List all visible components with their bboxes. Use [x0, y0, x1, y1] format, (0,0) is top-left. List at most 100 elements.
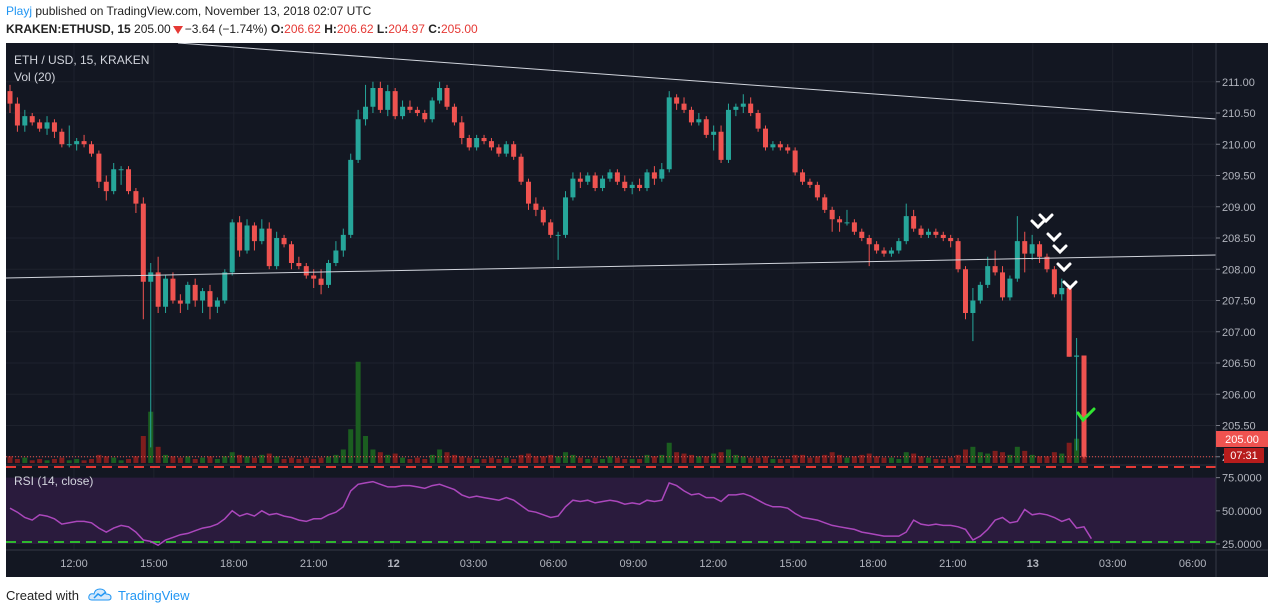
candle-body	[481, 138, 487, 142]
volume-bar	[770, 458, 776, 463]
volume-bar	[644, 454, 650, 463]
chart-area[interactable]: 211.00 210.50 210.00 209.50 209.00 208.50 208.…	[6, 43, 1268, 577]
candle-body	[555, 234, 561, 236]
volume-bar	[822, 454, 828, 463]
candlesticks	[7, 81, 1087, 459]
candle-body	[940, 234, 946, 238]
volume-bar	[251, 457, 257, 463]
volume-bar	[533, 456, 539, 463]
time-tick-label: 06:00	[1179, 558, 1207, 570]
candle-body	[837, 219, 843, 223]
sell-arrow-icon	[1038, 213, 1054, 224]
tradingview-link[interactable]: TradingView	[118, 588, 190, 603]
price-tick-label: 211.00	[1222, 77, 1255, 89]
candle-body	[355, 119, 361, 160]
candle-body	[874, 244, 880, 251]
drawn-lines	[6, 43, 1217, 543]
volume-bar	[888, 457, 894, 463]
candle-body	[1022, 241, 1028, 254]
price-chart[interactable]: 211.00 210.50 210.00 209.50 209.00 208.50 208.…	[6, 43, 1268, 577]
volume-bar	[111, 457, 117, 463]
time-tick-label: 12:00	[699, 558, 727, 570]
volume-bar	[37, 458, 43, 463]
volume-bar	[851, 456, 857, 463]
candle-body	[237, 222, 243, 251]
candle-body	[96, 153, 102, 182]
volume-bar	[266, 453, 272, 463]
volume-bar	[748, 457, 754, 463]
author-link[interactable]: Playj	[6, 4, 33, 18]
candle-body	[303, 266, 309, 276]
symbol-label: KRAKEN:ETHUSD, 15	[6, 22, 131, 36]
candle-body	[503, 144, 509, 154]
volume-bar	[696, 456, 702, 463]
volume-bar	[177, 457, 183, 463]
candle-body	[866, 238, 872, 245]
volume-bar	[414, 457, 420, 463]
candle-body	[214, 300, 220, 307]
volume-bar	[629, 458, 635, 463]
low-value: 204.97	[388, 22, 425, 36]
candle-body	[251, 225, 257, 242]
candle-body	[718, 131, 724, 160]
volume-bar	[74, 458, 80, 463]
candle-body	[674, 97, 680, 104]
volume-bar	[407, 458, 413, 463]
tradingview-cloud-icon[interactable]	[88, 586, 112, 602]
time-tick-label: 12	[387, 558, 399, 570]
price-tick-label: 208.50	[1222, 233, 1256, 245]
candle-body	[844, 222, 850, 224]
volume-bar	[859, 454, 865, 463]
volume-bar	[51, 458, 57, 463]
candle-body	[163, 278, 169, 307]
candle-body	[1081, 355, 1087, 457]
price-tick-label: 206.00	[1222, 389, 1256, 401]
publish-info: Playj published on TradingView.com, Nove…	[6, 4, 371, 18]
candle-body	[696, 119, 702, 123]
publish-header: Playj published on TradingView.com, Nove…	[0, 0, 1274, 44]
candle-body	[629, 184, 635, 188]
volume-bar	[911, 453, 917, 463]
volume-bar	[222, 456, 228, 463]
candle-body	[14, 103, 20, 126]
volume-bar	[525, 453, 531, 463]
candle-body	[1051, 269, 1057, 295]
candle-body	[777, 144, 783, 148]
volume-bar	[807, 457, 813, 463]
volume-bar	[103, 456, 109, 463]
volume-bar	[118, 460, 124, 463]
candle-body	[903, 216, 909, 242]
volume-bar	[881, 457, 887, 463]
volume-bar	[1029, 454, 1035, 463]
signal-arrows	[1030, 213, 1096, 423]
candle-body	[377, 88, 383, 110]
volume-bar	[1022, 450, 1028, 463]
volume-bar	[133, 456, 139, 463]
time-tick-label: 13	[1027, 558, 1039, 570]
down-arrow-icon	[172, 25, 183, 34]
candle-body	[570, 178, 576, 198]
volume-bar	[429, 454, 435, 463]
volume-bar	[96, 454, 102, 463]
volume-label: Vol (20)	[14, 70, 55, 84]
volume-bar	[7, 456, 13, 463]
published-text: published on TradingView.com, November 1…	[35, 4, 372, 18]
candle-body	[703, 119, 709, 135]
volume-bar	[866, 453, 872, 463]
candle-body	[363, 106, 369, 120]
volume-bar	[444, 452, 450, 463]
candle-body	[1029, 244, 1035, 254]
volume-bar	[925, 457, 931, 463]
time-tick-label: 03:00	[460, 558, 488, 570]
candle-body	[459, 122, 465, 138]
volume-bar	[940, 458, 946, 463]
rsi-label: RSI (14, close)	[14, 474, 93, 488]
volume-bar	[688, 454, 694, 463]
ohlc-legend: KRAKEN:ETHUSD, 15 205.00 −3.64 (−1.74%) O…	[6, 22, 478, 36]
volume-bar	[318, 457, 324, 463]
candle-body	[22, 116, 28, 126]
candle-body	[274, 238, 280, 267]
candle-body	[970, 300, 976, 313]
volume-bar	[777, 458, 783, 463]
candle-body	[659, 169, 665, 179]
